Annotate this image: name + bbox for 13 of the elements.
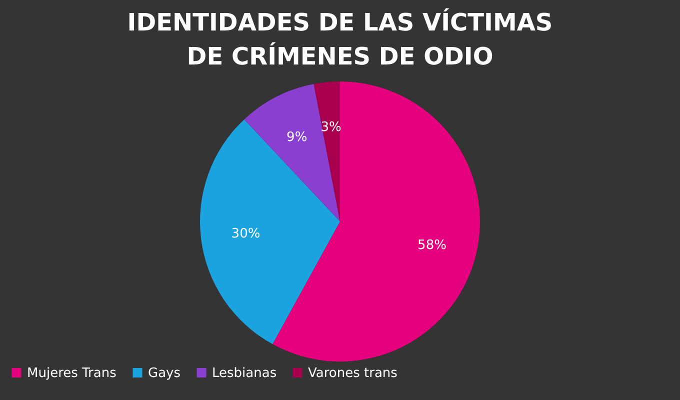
data-label: 3%	[320, 120, 342, 135]
chart-title: IDENTIDADES DE LAS VÍCTIMAS DE CRÍMENES DE ODIO	[127, 8, 553, 70]
pie-slice	[244, 84, 340, 222]
legend-label: Gays	[148, 366, 181, 381]
pie-slice	[314, 82, 340, 222]
pie-slice	[200, 119, 340, 344]
data-label: 30%	[231, 226, 260, 242]
data-label: 58%	[418, 238, 446, 254]
legend-label: Lesbianas	[212, 366, 277, 381]
pie-slice	[272, 82, 480, 362]
data-label: 9%	[286, 130, 308, 145]
legend-label: Varones trans	[308, 366, 398, 381]
legend-label: Mujeres Trans	[27, 366, 117, 381]
